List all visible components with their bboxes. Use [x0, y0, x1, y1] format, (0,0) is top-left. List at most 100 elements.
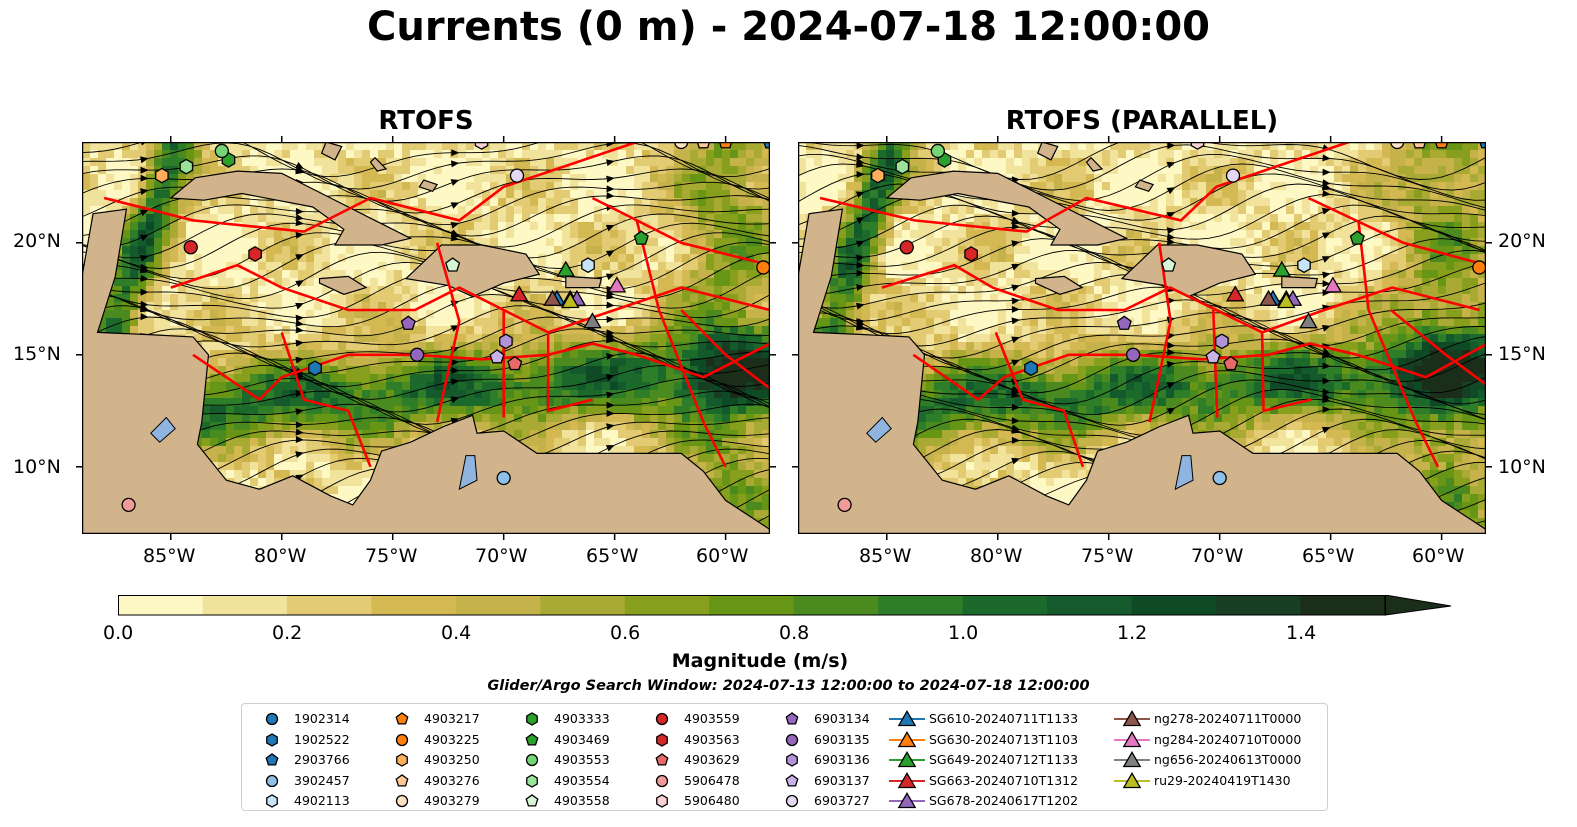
float-marker-6903727 — [1225, 168, 1241, 183]
legend-symbol — [266, 732, 278, 747]
colorbar-segment — [455, 595, 541, 615]
legend-marker-triangle-icon — [1114, 750, 1150, 768]
legend-label: 4903333 — [554, 711, 610, 726]
colorbar-segment — [1216, 595, 1302, 615]
float-marker-6903136 — [499, 333, 513, 350]
legend-marker-circle-icon — [395, 794, 409, 808]
lat-tick-right-15: 15°N — [1498, 343, 1546, 365]
lat-tick-left-20: 20°N — [13, 230, 61, 252]
glider-marker-ng656-20240613T0000 — [583, 312, 602, 329]
legend-symbol — [526, 773, 538, 788]
legend-marker-circle-icon — [525, 753, 539, 767]
lat-tick-left-10: 10°N — [13, 456, 61, 478]
colorbar — [118, 595, 1452, 616]
map-panel-rtofs-parallel — [798, 142, 1486, 534]
lon-tick-left-60: 60°W — [696, 545, 749, 567]
float-marker-6903135 — [409, 347, 425, 362]
colorbar-segment — [118, 595, 203, 615]
float-marker-4903279 — [1390, 142, 1405, 150]
float-marker-4903225 — [1472, 260, 1486, 275]
legend-label: 4903554 — [554, 772, 610, 788]
legend-label: 6903135 — [814, 731, 870, 747]
lon-tick-right-85: 85°W — [859, 545, 912, 567]
legend-label: 4902113 — [294, 793, 350, 808]
colorbar-segment — [202, 595, 288, 615]
lon-tick-right-65: 65°W — [1302, 545, 1355, 567]
legend-symbol — [265, 774, 279, 787]
legend-marker-pentagon-icon — [785, 712, 799, 725]
cbar-tick-7: 1.4 — [1286, 622, 1317, 644]
legend-symbol — [525, 753, 539, 767]
legend-label: 4903563 — [684, 731, 740, 747]
float-marker-4903250 — [871, 167, 885, 184]
legend-symbol — [897, 730, 917, 747]
glider-marker-ru29-20240419T1430 — [560, 292, 580, 309]
colorbar-segment — [540, 595, 626, 615]
cbar-tick-4: 0.8 — [779, 622, 810, 644]
legend-symbol — [897, 750, 917, 768]
legend-marker-pentagon-icon — [265, 753, 279, 766]
legend-symbol — [786, 753, 798, 767]
lon-tick-right-80: 80°W — [970, 545, 1023, 567]
legend-label: 1902522 — [294, 731, 350, 747]
legend-symbol — [1122, 750, 1142, 768]
legend-symbol — [395, 733, 409, 746]
legend-marker-circle-icon — [785, 794, 799, 808]
legend-label: ng284-20240710T0000 — [1154, 731, 1302, 747]
legend-marker-pentagon-icon — [785, 773, 799, 787]
legend-label: ng656-20240613T0000 — [1154, 752, 1302, 767]
legend-label: ng278-20240711T0000 — [1154, 711, 1302, 726]
legend-marker-pentagon-icon — [395, 712, 409, 725]
colorbar-label: Magnitude (m/s) — [671, 650, 849, 672]
cbar-tick-3: 0.6 — [610, 622, 641, 644]
legend-marker-circle-icon — [265, 774, 279, 787]
colorbar-ticks: 0.0 0.2 0.4 0.6 0.8 1.0 1.2 1.4 — [0, 622, 1577, 646]
legend-symbol — [1122, 771, 1142, 788]
map-frame — [798, 142, 1486, 534]
lon-tick-left-75: 75°W — [365, 545, 418, 567]
legend-marker-triangle-icon — [889, 750, 925, 768]
float-marker-6903727 — [509, 168, 525, 183]
colorbar-segment — [709, 595, 795, 615]
legend-symbol — [785, 712, 799, 725]
legend-label: SG678-20240617T1202 — [929, 793, 1079, 808]
legend-symbol — [265, 753, 279, 766]
legend-label: ru29-20240419T1430 — [1154, 772, 1291, 788]
legend-label: SG663-20240710T1312 — [929, 772, 1079, 788]
legend-marker-hexagon-icon — [266, 794, 278, 808]
legend-label: 4903558 — [554, 793, 610, 808]
legend-marker-triangle-icon — [1114, 771, 1150, 788]
glider-marker-ru29-20240419T1430 — [1276, 292, 1296, 309]
legend-label: 4903469 — [554, 731, 610, 747]
legend-label: 6903727 — [814, 793, 870, 808]
cbar-tick-0: 0.0 — [103, 622, 134, 644]
map-panel-rtofs — [82, 142, 770, 534]
legend-marker-hexagon-icon — [656, 732, 668, 747]
float-marker-5906478 — [837, 497, 852, 513]
map-frame — [82, 142, 770, 534]
legend-symbol — [655, 753, 669, 766]
cbar-tick-2: 0.4 — [441, 622, 472, 644]
legend-marker-pentagon-icon — [525, 794, 539, 807]
legend-marker-hexagon-icon — [396, 753, 408, 767]
legend-symbol — [265, 712, 279, 726]
legend-symbol — [395, 794, 409, 808]
colorbar-segment — [286, 595, 372, 615]
float-marker-4903554 — [179, 158, 194, 175]
float-marker-4903563 — [248, 246, 262, 262]
legend-marker-circle-icon — [395, 733, 409, 746]
legend-marker-triangle-icon — [1114, 709, 1150, 727]
legend-label: 2903766 — [294, 752, 350, 767]
legend-marker-pentagon-icon — [525, 732, 539, 746]
panel-title-left: RTOFS — [378, 106, 474, 136]
legend-label: 4903225 — [424, 731, 480, 747]
eez-boundaries — [819, 142, 1486, 468]
legend-marker-circle-icon — [785, 733, 799, 746]
float-marker-4903276 — [696, 142, 711, 149]
legend-label: 4903279 — [424, 793, 480, 808]
float-marker-1902522 — [1024, 360, 1038, 377]
float-marker-4903225 — [756, 260, 770, 275]
cbar-tick-1: 0.2 — [272, 622, 303, 644]
lat-tick-left-15: 15°N — [13, 343, 61, 365]
legend-marker-hexagon-icon — [526, 712, 538, 726]
